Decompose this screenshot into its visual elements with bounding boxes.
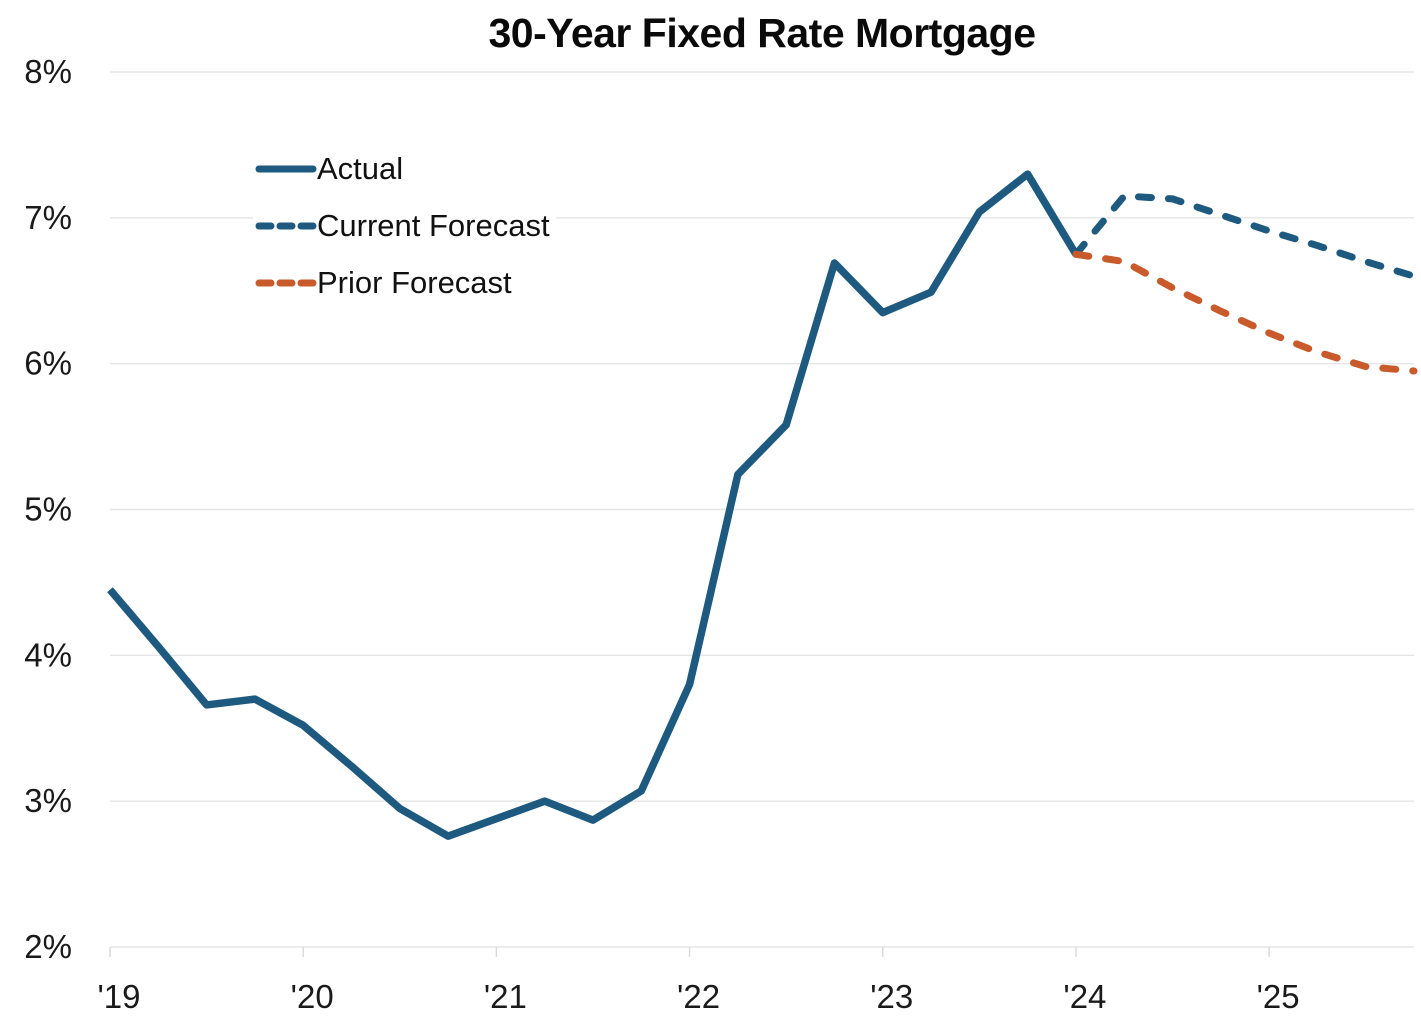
x-axis-label-20: '20 (291, 978, 334, 1015)
legend-label-prior-forecast: Prior Forecast (317, 264, 512, 300)
legend-swatch-current-forecast-icon (255, 222, 317, 229)
x-axis-label-23: '23 (870, 978, 913, 1015)
legend-swatch-prior-forecast-icon (255, 279, 317, 286)
y-axis-label-4pct: 4% (24, 636, 72, 673)
y-axis-label-6pct: 6% (24, 345, 72, 382)
y-axis-label-8pct: 8% (24, 53, 72, 90)
x-axis-label-21: '21 (484, 978, 527, 1015)
chart-legend: Actual Current Forecast Prior Forecast (253, 138, 556, 313)
y-axis-label-5pct: 5% (24, 491, 72, 528)
x-axis-label-19: '19 (97, 978, 140, 1015)
y-axis-label-7pct: 7% (24, 199, 72, 236)
legend-label-actual: Actual (317, 150, 404, 186)
legend-item-prior-forecast: Prior Forecast (255, 254, 550, 311)
chart-title: 30-Year Fixed Rate Mortgage (488, 10, 1036, 56)
legend-item-actual: Actual (255, 140, 550, 197)
x-axis-label-24: '24 (1063, 978, 1106, 1015)
x-axis-label-25: '25 (1257, 978, 1300, 1015)
y-axis-label-2pct: 2% (24, 928, 72, 965)
x-axis-label-22: '22 (677, 978, 720, 1015)
series-prior-forecast-line (1072, 250, 1418, 375)
legend-swatch-actual-icon (255, 165, 317, 172)
legend-label-current-forecast: Current Forecast (317, 207, 550, 243)
y-axis-label-3pct: 3% (24, 782, 72, 819)
series-current-forecast-line (1072, 192, 1418, 280)
series-actual-line (107, 170, 1080, 840)
legend-item-current-forecast: Current Forecast (255, 197, 550, 254)
